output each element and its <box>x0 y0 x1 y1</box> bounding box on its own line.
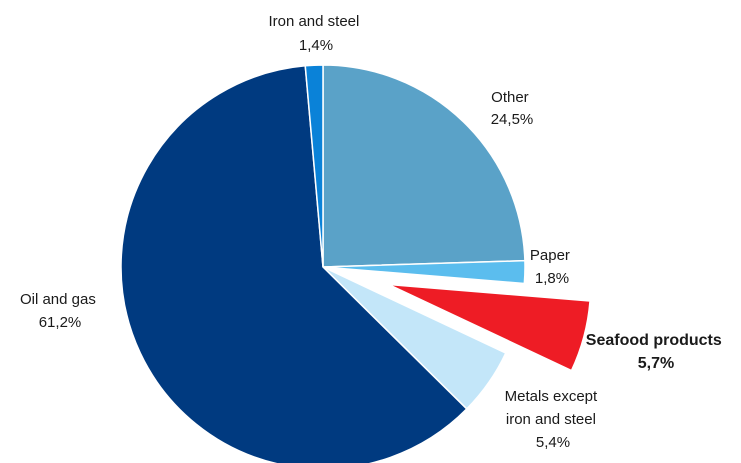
label-paper: Paper 1,8% <box>530 247 574 287</box>
slice-paper <box>322 259 526 285</box>
label-iron: Iron and steel 1,4% <box>268 13 363 54</box>
label-other: Other 24,5% <box>491 89 534 128</box>
slice-iron <box>304 64 324 268</box>
pie-slices <box>120 64 591 463</box>
slice-oilgas <box>120 64 468 463</box>
label-seafood: Seafood products 5,7% <box>586 332 726 372</box>
slice-other <box>322 64 526 268</box>
label-oilgas: Oil and gas 61,2% <box>20 291 100 331</box>
slice-seafood <box>388 283 591 372</box>
label-metals: Metals except iron and steel 5,4% <box>505 388 602 451</box>
pie-labels: Iron and steel 1,4% Other 24,5% Paper 1,… <box>20 13 726 451</box>
